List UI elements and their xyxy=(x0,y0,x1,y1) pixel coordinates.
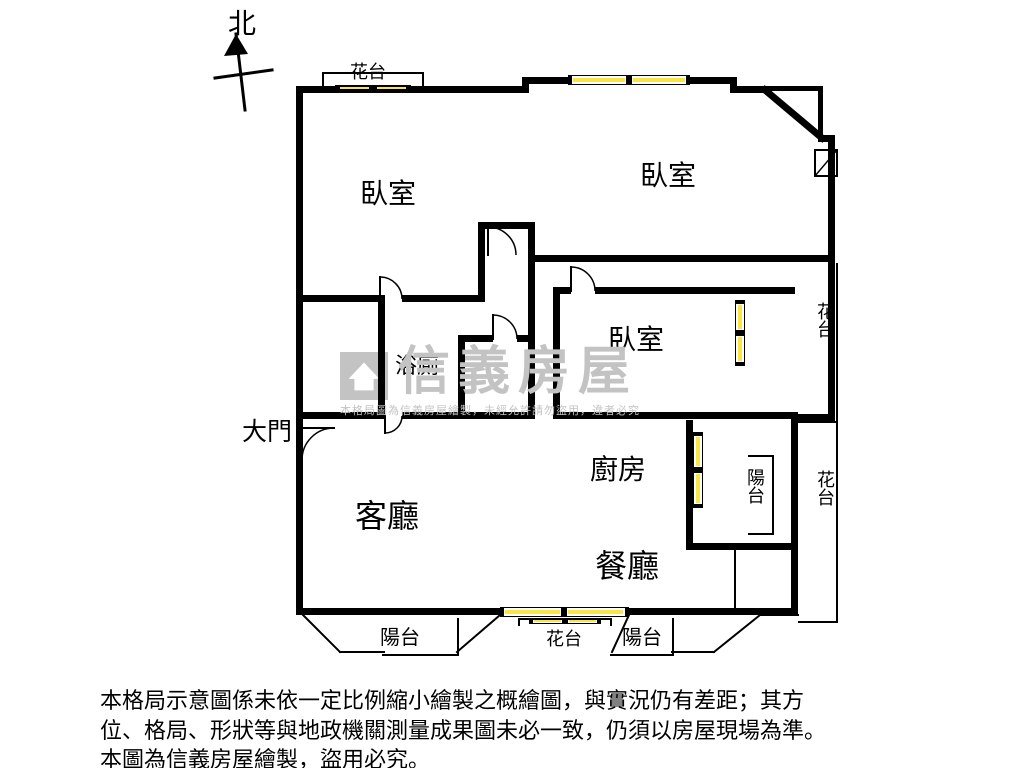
wall-segment xyxy=(686,420,693,550)
room-label: 臥室 xyxy=(360,180,416,208)
wall-segment xyxy=(553,287,560,419)
thin-line xyxy=(518,618,520,626)
thin-line xyxy=(610,654,674,656)
wall-segment xyxy=(828,135,835,421)
thin-line xyxy=(748,455,774,457)
wall-segment xyxy=(528,222,535,419)
wall-segment xyxy=(458,335,493,342)
compass-label: 北 xyxy=(228,10,256,38)
window xyxy=(335,85,411,91)
room-label: 花台 xyxy=(816,470,834,506)
wall-segment xyxy=(517,335,535,342)
room-label: 餐廳 xyxy=(595,550,659,582)
room-label: 客廳 xyxy=(355,500,419,532)
wall-segment xyxy=(296,86,303,614)
wall-segment xyxy=(553,412,798,419)
wall-segment xyxy=(818,86,823,140)
wall-segment xyxy=(522,77,568,84)
room-label: 廚房 xyxy=(590,456,646,484)
disclaimer-text: 本格局示意圖係未依一定比例縮小繪製之概繪圖，與實況仍有差距；其方位、格局、形狀等… xyxy=(100,686,826,768)
wall-segment xyxy=(478,222,535,229)
thin-line xyxy=(457,618,459,656)
thin-line xyxy=(836,263,838,623)
room-label: 陽台 xyxy=(746,468,764,504)
wall-segment xyxy=(402,295,485,302)
svg-overlay xyxy=(0,0,1024,768)
room-label: 陽台 xyxy=(622,628,662,648)
wall-segment xyxy=(402,412,535,419)
window xyxy=(693,432,703,508)
room-label: 花台 xyxy=(350,63,386,81)
thin-line xyxy=(772,455,774,535)
wall-segment xyxy=(629,608,798,615)
wall-segment xyxy=(296,608,500,615)
thin-line xyxy=(610,618,612,626)
thin-line xyxy=(734,550,736,610)
wall-segment xyxy=(595,287,795,294)
room-label: 陽台 xyxy=(380,628,420,648)
wall-segment xyxy=(760,86,822,91)
thin-line xyxy=(672,618,674,656)
room-label: 浴廁 xyxy=(395,355,439,377)
floorplan-canvas: 北臥室臥室臥室浴廁大門客廳廚房餐廳花台花台花台花台陽台陽台陽台信義房屋本格局圖為… xyxy=(0,0,1024,768)
thin-line xyxy=(382,654,459,656)
wall-segment xyxy=(686,543,798,550)
thin-line xyxy=(322,72,324,88)
wall-segment xyxy=(478,222,485,302)
thin-line xyxy=(798,621,838,623)
wall-segment xyxy=(553,287,571,294)
thin-line xyxy=(748,533,774,535)
wall-segment xyxy=(791,414,798,615)
window xyxy=(735,300,745,366)
wall-segment xyxy=(528,255,835,262)
wall-segment xyxy=(378,295,385,419)
room-label: 臥室 xyxy=(608,326,664,354)
thin-line xyxy=(422,72,424,88)
window xyxy=(529,618,601,624)
room-label: 臥室 xyxy=(640,162,696,190)
window xyxy=(500,607,629,617)
wall-segment xyxy=(458,335,465,419)
room-label: 大門 xyxy=(242,420,292,445)
thin-line xyxy=(798,421,838,423)
window xyxy=(568,75,690,85)
wall-segment xyxy=(296,295,380,302)
wall-segment xyxy=(296,412,385,419)
room-label: 花台 xyxy=(546,630,582,648)
room-label: 花台 xyxy=(816,302,834,338)
wall-segment xyxy=(818,135,835,142)
